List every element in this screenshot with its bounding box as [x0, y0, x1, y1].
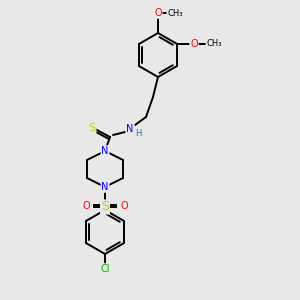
Text: CH₃: CH₃ [206, 40, 222, 49]
Text: S: S [101, 200, 109, 214]
Text: N: N [101, 146, 109, 156]
Text: H: H [135, 128, 141, 137]
Text: N: N [126, 124, 134, 134]
Text: S: S [88, 123, 96, 133]
Text: O: O [82, 201, 90, 211]
Text: N: N [101, 182, 109, 192]
Text: O: O [120, 201, 128, 211]
Text: Cl: Cl [100, 264, 110, 274]
Text: CH₃: CH₃ [167, 8, 183, 17]
Text: O: O [190, 39, 198, 49]
Text: O: O [154, 8, 162, 18]
